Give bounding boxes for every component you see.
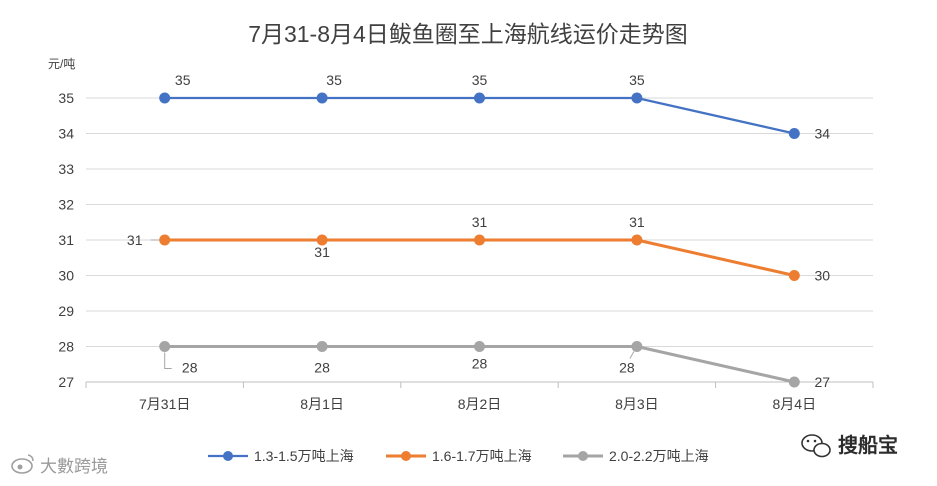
legend-swatch-marker (401, 451, 411, 461)
label-leader-line (164, 352, 172, 369)
data-point (159, 234, 171, 246)
data-point (316, 92, 328, 104)
data-point (474, 341, 485, 352)
data-point (631, 92, 643, 104)
x-tick-label: 7月31日 (139, 396, 190, 412)
y-tick-label: 33 (58, 161, 74, 177)
data-point (631, 234, 643, 246)
y-tick-label: 35 (58, 90, 74, 106)
y-tick-label: 30 (58, 268, 74, 284)
legend-label: 2.0-2.2万吨上海 (609, 448, 709, 464)
legend: 1.3-1.5万吨上海 1.6-1.7万吨上海 2.0-2.2万吨上海 (208, 448, 709, 464)
y-tick-label: 31 (58, 232, 74, 248)
legend-label: 1.3-1.5万吨上海 (254, 448, 354, 464)
x-axis: 7月31日 8月1日 8月2日 8月3日 8月4日 (85, 382, 874, 412)
data-point (474, 234, 485, 246)
data-label: 28 (472, 356, 488, 372)
wechat-icon (801, 434, 831, 458)
data-label: 31 (629, 214, 645, 230)
data-point (159, 92, 171, 104)
watermark-right-text: 搜船宝 (838, 433, 898, 457)
series-group: 35 35 35 35 34 31 31 31 31 30 28 28 28 28 27 (127, 72, 830, 390)
data-point (788, 376, 800, 388)
watermark-left-text: 大數跨境 (40, 457, 108, 476)
data-label: 28 (314, 360, 330, 376)
data-label: 35 (472, 72, 488, 88)
data-point (159, 341, 171, 352)
y-tick-label: 32 (58, 197, 74, 213)
data-point (788, 270, 800, 281)
data-label: 35 (326, 72, 342, 88)
data-point (631, 341, 643, 352)
series-3: 28 28 28 28 27 (159, 341, 830, 390)
watermark-left: 大數跨境 (11, 454, 108, 476)
x-tick-label: 8月3日 (615, 396, 659, 412)
watermark-right: 搜船宝 (801, 433, 898, 458)
data-label: 35 (629, 72, 645, 88)
data-point (316, 234, 328, 246)
legend-label: 1.6-1.7万吨上海 (432, 448, 532, 464)
x-tick-label: 8月2日 (458, 396, 502, 412)
data-label: 31 (127, 232, 143, 248)
legend-swatch-marker (223, 451, 233, 461)
legend-item: 1.6-1.7万吨上海 (386, 448, 532, 464)
y-tick-label: 28 (58, 339, 74, 355)
data-label: 34 (815, 126, 831, 142)
data-point (316, 341, 328, 352)
y-tick-label: 34 (58, 126, 74, 142)
legend-item: 2.0-2.2万吨上海 (563, 448, 709, 464)
data-label: 27 (815, 374, 831, 390)
legend-item: 1.3-1.5万吨上海 (208, 448, 354, 464)
y-axis-unit: 元/吨 (48, 57, 75, 71)
weibo-icon (11, 454, 34, 474)
data-point (474, 92, 485, 104)
y-tick-label: 27 (58, 374, 74, 390)
x-tick-label: 8月4日 (773, 396, 817, 412)
series-2: 31 31 31 31 30 (127, 214, 830, 284)
y-axis-ticks: 27 28 29 30 31 32 33 34 35 (58, 90, 74, 390)
data-label: 28 (182, 360, 198, 376)
data-label: 31 (314, 244, 330, 260)
data-label: 35 (175, 72, 191, 88)
series-1: 35 35 35 35 34 (159, 72, 830, 142)
data-label: 28 (619, 360, 635, 376)
label-leader-line (629, 351, 635, 359)
chart-title: 7月31-8月4日鲅鱼圈至上海航线运价走势图 (248, 21, 688, 47)
y-tick-label: 29 (58, 303, 74, 319)
data-point (788, 128, 800, 139)
x-tick-label: 8月1日 (300, 396, 344, 412)
data-label: 30 (815, 268, 831, 284)
data-label: 31 (472, 214, 488, 230)
legend-swatch-marker (578, 451, 588, 461)
